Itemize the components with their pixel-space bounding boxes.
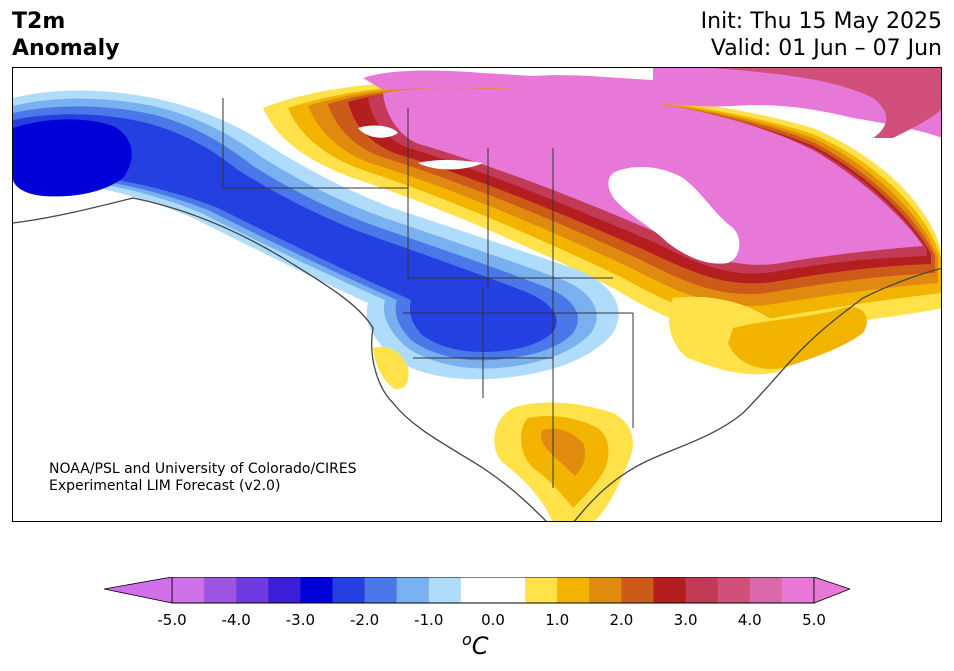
cold-region-core-west — [13, 119, 132, 197]
unit-letter: C — [471, 632, 489, 660]
colorbar-tick-label: -2.0 — [349, 611, 380, 629]
forecast-dates: Init: Thu 15 May 2025 Valid: 01 Jun – 07… — [701, 8, 942, 62]
colorbar-cell — [172, 577, 205, 603]
colorbar-tick-label: -5.0 — [157, 611, 187, 629]
colorbar-cell — [589, 577, 622, 603]
colorbar-cell — [332, 577, 366, 603]
cold-region-4 — [13, 114, 557, 352]
colorbar-tick-label: 4.0 — [737, 611, 762, 629]
colorbar-cell — [685, 577, 719, 603]
colorbar-unit: oC — [462, 630, 489, 660]
title-line-2: Anomaly — [12, 36, 120, 61]
colorbar-tick-label: -4.0 — [221, 611, 251, 629]
map-canvas — [13, 68, 941, 521]
warm-region-california — [373, 346, 409, 390]
colorbar-cell — [717, 577, 751, 603]
colorbar-under-arrow — [104, 577, 173, 604]
colorbar-tick-label: 0.0 — [481, 611, 505, 629]
colorbar-cells — [171, 577, 815, 604]
colorbar-tick-label: 1.0 — [545, 611, 570, 629]
colorbar-tick-label: 5.0 — [802, 611, 826, 629]
colorbar-cell — [428, 577, 462, 603]
colorbar-tick-label: 2.0 — [609, 611, 634, 629]
attribution: NOAA/PSL and University of Colorado/CIRE… — [49, 461, 357, 495]
anomaly-map — [12, 67, 942, 522]
hudson-bay — [608, 166, 740, 264]
colorbar-cell — [460, 577, 494, 603]
colorbar-tick-label: -3.0 — [285, 611, 316, 629]
colorbar-cell — [557, 577, 590, 603]
political-boundaries — [222, 98, 634, 488]
colorbar-cell — [749, 577, 783, 603]
map-title: T2m Anomaly — [12, 8, 119, 62]
colorbar-cell — [204, 577, 237, 603]
attribution-line-1: NOAA/PSL and University of Colorado/CIRE… — [49, 461, 357, 477]
unit-superscript: o — [462, 630, 472, 649]
init-date: Init: Thu 15 May 2025 — [700, 9, 942, 34]
lake-great-slave — [418, 159, 483, 170]
colorbar-cell — [781, 577, 815, 603]
lake-great-bear — [358, 125, 398, 138]
colorbar-tick-label: -1.0 — [414, 611, 444, 629]
colorbar-cell — [493, 577, 526, 603]
colorbar-cell — [396, 577, 430, 603]
colorbar-over-arrow — [813, 577, 850, 604]
arctic-islands — [363, 68, 941, 138]
colorbar-cell — [268, 577, 301, 603]
colorbar-cell — [300, 577, 333, 603]
colorbar-cell — [621, 577, 654, 603]
title-line-1: T2m — [12, 9, 66, 34]
colorbar-cell — [364, 577, 398, 603]
warm-region-southwest-3 — [540, 428, 586, 476]
colorbar — [104, 577, 850, 604]
colorbar-cell — [525, 577, 558, 603]
valid-dates: Valid: 01 Jun – 07 Jun — [710, 36, 942, 61]
coastline — [13, 197, 941, 521]
attribution-line-2: Experimental LIM Forecast (v2.0) — [49, 478, 281, 494]
colorbar-cell — [236, 577, 269, 603]
colorbar-cell — [653, 577, 687, 603]
arctic-islands-edge — [713, 68, 941, 138]
colorbar-tick-label: 3.0 — [673, 611, 698, 629]
